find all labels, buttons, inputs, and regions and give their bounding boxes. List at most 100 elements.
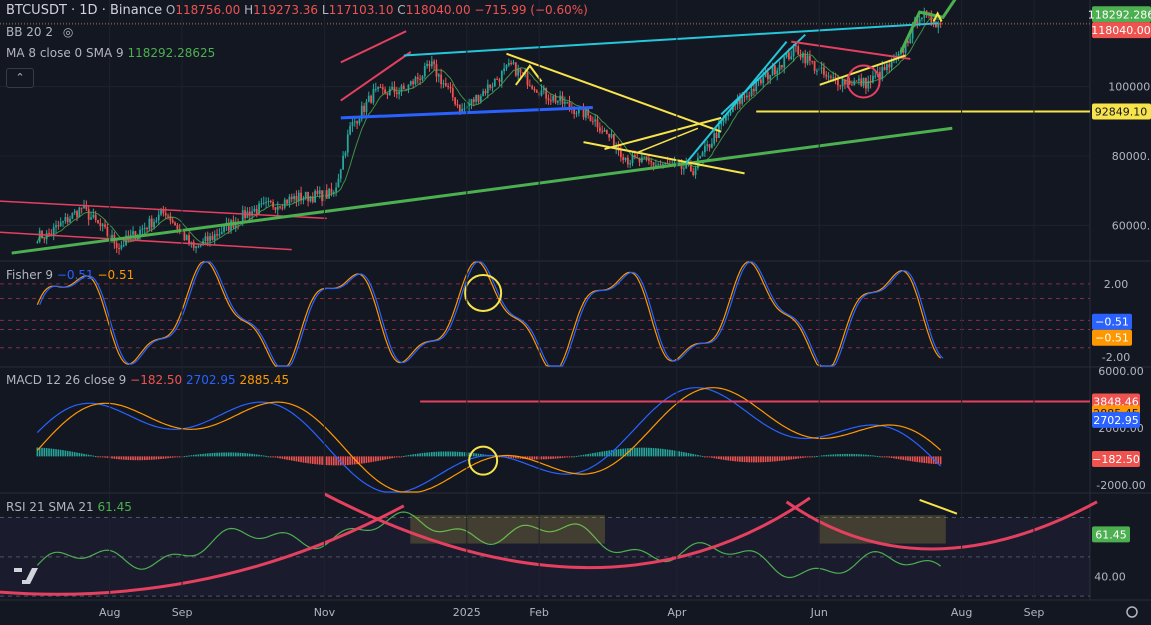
fisher-name[interactable]: Fisher 9 [6,268,53,282]
macd-histogram-bar [99,456,102,458]
candle-body [830,76,832,78]
symbol-legend[interactable]: BTCUSDT · 1D · Binance O118756.00 H11927… [6,3,588,18]
macd-histogram-bar [918,456,921,463]
macd-histogram-bar [262,455,265,457]
candle-body [437,74,440,77]
candle-body [678,161,681,164]
macd-histogram-bar [248,453,251,457]
candle-body [391,86,394,89]
macd-histogram-bar [73,452,76,457]
candle-body [939,23,942,25]
candle-body [638,157,641,163]
ma-legend[interactable]: MA 8 close 0 SMA 9 118292.28625 [6,46,215,60]
rsi-value: 61.45 [97,500,132,514]
candle-body [475,95,478,102]
macd-histogram-bar [886,456,888,458]
bb-name[interactable]: BB 20 2 [6,25,53,39]
macd-histogram-bar [480,453,482,457]
macd-axis-label: −182.50 [1092,453,1140,466]
macd-histogram-bar [290,456,293,461]
macd-histogram-bar [734,456,737,462]
candle-body [458,104,461,112]
macd-histogram-bar [921,456,923,463]
macd-histogram-bar [757,456,760,463]
price-axis-label: 118040.00 [1091,24,1151,37]
macd-histogram-bar [615,449,617,457]
macd-histogram-bar [167,456,169,459]
candle-body [916,18,919,25]
macd-histogram-bar [213,452,216,457]
candle-body [360,105,363,120]
macd-histogram-bar [645,447,648,457]
candle-body [935,24,937,28]
fisher-legend[interactable]: Fisher 9 −0.51 −0.51 [6,268,134,282]
macd-histogram-bar [827,454,830,457]
candle-body [150,218,153,228]
macd-histogram-bar [276,456,279,458]
macd-histogram-bar [606,450,608,457]
macd-histogram-bar [104,456,106,458]
candle-body [489,84,492,88]
macd-histogram-bar [853,454,856,457]
candle-body [87,209,90,220]
macd-histogram-bar [855,454,858,457]
trendline-yellow-june [818,54,906,86]
macd-axis-label-bg [1092,450,1140,467]
macd-histogram-bar [454,451,456,457]
macd-histogram-bar [911,456,914,462]
macd-histogram-bar [342,456,344,466]
candle-body [386,93,389,96]
macd-histogram-bar [902,456,905,460]
candle-body [209,235,211,242]
fisher-trigger-line [36,261,942,367]
macd-histogram-bar [881,456,884,458]
rsi-name[interactable]: RSI 21 SMA 21 [6,500,94,514]
collapse-legend-button[interactable]: ⌃ [6,68,34,88]
candle-body [57,225,60,227]
macd-histogram-bar [631,447,634,457]
symbol-title[interactable]: BTCUSDT · 1D · Binance [6,3,163,18]
rsi-legend[interactable]: RSI 21 SMA 21 61.45 [6,500,132,514]
macd-signal-line [36,387,942,493]
yellow-arrow-icon [515,64,543,86]
price-axis-label-bg [1092,22,1151,39]
candle-body [288,196,291,204]
candle-body [496,78,499,80]
candle-body [260,203,263,205]
candle-body [486,84,489,94]
candle-body [531,86,534,89]
macd-histogram-bar [435,451,438,457]
macd-histogram-bar [589,453,592,457]
macd-histogram-bar [925,456,928,464]
candle-body [762,76,765,84]
candle-body [283,199,286,208]
candle-body [281,207,284,209]
macd-histogram-bar [816,455,818,457]
macd-histogram-bar [230,452,232,457]
macd-histogram-bar [302,456,305,463]
macd-histogram-bar [274,456,277,458]
macd-histogram-bar [372,456,375,462]
macd-name[interactable]: MACD 12 26 close 9 [6,373,127,387]
macd-histogram-bar [622,448,624,457]
candle-body [302,198,305,201]
macd-histogram-bar [430,452,433,457]
macd-legend[interactable]: MACD 12 26 close 9 −182.50 2702.95 2885.… [6,373,289,387]
macd-histogram-bar [232,452,235,457]
macd-histogram-bar [237,452,239,457]
macd-histogram-bar [199,454,202,457]
time-tick-label: Sep [172,606,193,619]
eye-slash-icon[interactable]: ◎ [62,25,74,39]
macd-histogram-bar [713,456,716,459]
candle-body [195,246,197,248]
fisher-axis-label-bg [1092,329,1132,346]
macd-histogram-bar [517,456,519,459]
macd-histogram-bar [706,456,709,458]
bb-legend[interactable]: BB 20 2 ◎ [6,25,73,39]
macd-histogram-bar [335,456,337,466]
ma-name[interactable]: MA 8 close 0 SMA 9 [6,46,124,60]
macd-histogram-bar [442,451,445,457]
candle-body [80,207,83,209]
fisher-axis-label-bg [1092,313,1132,330]
